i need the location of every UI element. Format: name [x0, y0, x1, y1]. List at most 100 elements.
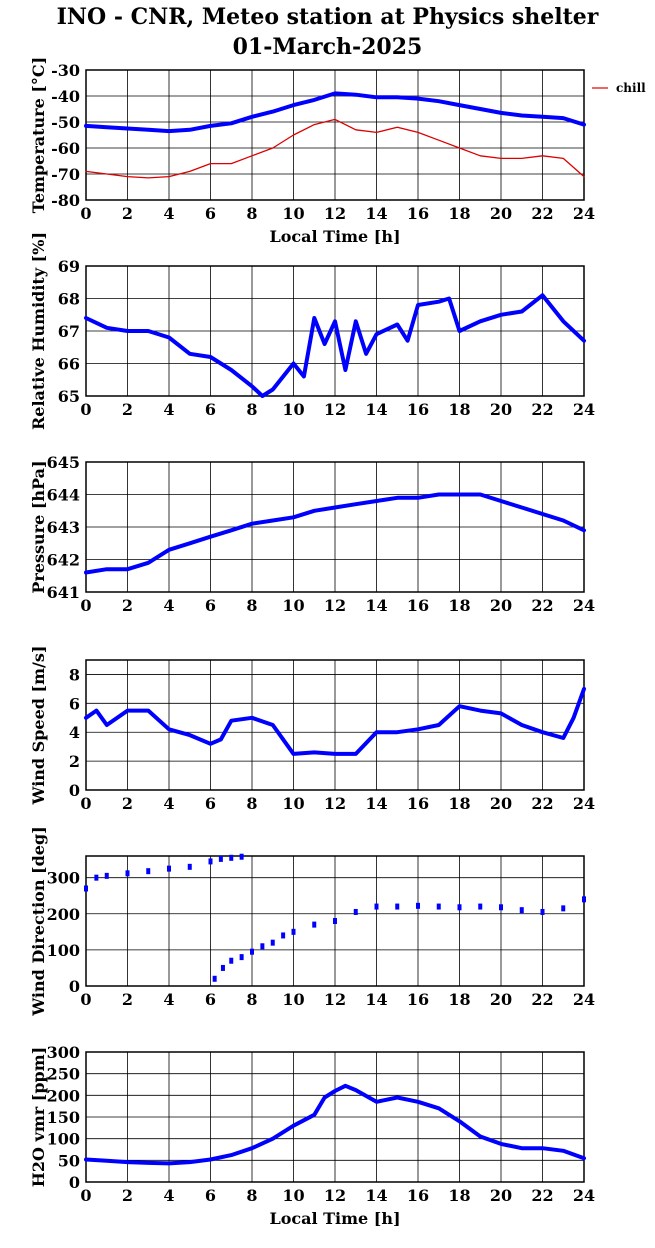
data-point [436, 903, 441, 910]
x-tick-label: 10 [282, 990, 304, 1009]
x-tick-label: 10 [282, 400, 304, 419]
y-tick-label: 50 [58, 1151, 80, 1170]
data-point [260, 943, 265, 950]
y-tick-label: 68 [58, 290, 80, 309]
y-tick-label: -80 [51, 191, 80, 210]
x-tick-label: 4 [163, 204, 174, 223]
x-tick-label: 14 [365, 794, 387, 813]
x-tick-label: 8 [246, 596, 257, 615]
x-tick-label: 16 [407, 990, 429, 1009]
x-tick-label: 16 [407, 204, 429, 223]
x-tick-label: 20 [490, 1186, 512, 1205]
x-tick-label: 18 [448, 1186, 470, 1205]
series-line-0 [84, 686, 586, 756]
x-tick-label: 14 [365, 204, 387, 223]
x-tick-label: 4 [163, 794, 174, 813]
data-point [229, 957, 234, 964]
y-tick-label: -40 [51, 87, 80, 106]
x-tick-label: 22 [531, 400, 553, 419]
data-point [239, 853, 244, 860]
chart-title: INO - CNR, Meteo station at Physics shel… [56, 4, 599, 30]
data-point [582, 896, 586, 903]
x-tick-label: 14 [365, 990, 387, 1009]
y-tick-label: 645 [47, 453, 80, 472]
x-tick-label: 4 [163, 596, 174, 615]
data-point [281, 932, 286, 939]
x-tick-label: 12 [324, 1186, 346, 1205]
x-tick-label: 24 [573, 596, 595, 615]
x-tick-label: 4 [163, 1186, 174, 1205]
y-axis-label: Wind Speed [m/s] [29, 646, 48, 806]
data-point [291, 928, 296, 935]
x-tick-label: 20 [490, 990, 512, 1009]
plot-frame [85, 855, 585, 987]
y-tick-label: 200 [47, 905, 80, 924]
x-tick-label: 18 [448, 596, 470, 615]
data-point [457, 904, 462, 911]
x-tick-label: 10 [282, 596, 304, 615]
y-axis-label: H2O vmr [ppm] [29, 1047, 48, 1187]
plot-frame [85, 659, 585, 791]
x-tick-label: 0 [80, 990, 91, 1009]
data-point [312, 921, 317, 928]
x-tick-label: 2 [122, 204, 133, 223]
x-tick-label: 2 [122, 990, 133, 1009]
x-tick-label: 18 [448, 794, 470, 813]
x-tick-label: 12 [324, 400, 346, 419]
y-tick-label: 65 [58, 387, 80, 406]
x-tick-label: 14 [365, 400, 387, 419]
data-point [208, 858, 213, 865]
x-tick-label: 24 [573, 794, 595, 813]
y-tick-label: 641 [47, 583, 80, 602]
data-point [374, 903, 379, 910]
plot-frame [85, 265, 585, 397]
x-axis-label: Local Time [h] [269, 1209, 400, 1228]
data-point [146, 868, 151, 875]
data-point [561, 905, 566, 912]
x-tick-label: 12 [324, 990, 346, 1009]
y-tick-label: -50 [51, 113, 80, 132]
x-tick-label: 16 [407, 400, 429, 419]
x-tick-label: 22 [531, 204, 553, 223]
y-tick-label: 67 [58, 322, 80, 341]
x-tick-label: 22 [531, 596, 553, 615]
x-tick-label: 20 [490, 400, 512, 419]
series-line-0 [84, 91, 586, 134]
y-tick-label: 2 [69, 752, 80, 771]
y-tick-label: 643 [47, 518, 80, 537]
x-tick-label: 2 [122, 1186, 133, 1205]
x-tick-label: 20 [490, 596, 512, 615]
x-tick-label: 16 [407, 596, 429, 615]
x-tick-label: 6 [205, 794, 216, 813]
chart-date: 01-March-2025 [232, 34, 423, 60]
data-point [540, 908, 545, 915]
data-point [499, 904, 503, 911]
data-point [478, 903, 483, 910]
x-tick-label: 12 [324, 794, 346, 813]
y-axis-label: Pressure [hPa] [29, 460, 48, 593]
y-tick-label: 642 [47, 551, 80, 570]
x-tick-label: 8 [246, 204, 257, 223]
y-tick-label: 4 [69, 723, 80, 742]
y-tick-label: 200 [47, 1086, 80, 1105]
data-point [218, 855, 223, 862]
y-tick-label: 6 [69, 694, 80, 713]
x-tick-label: 22 [531, 1186, 553, 1205]
x-tick-label: 18 [448, 400, 470, 419]
y-tick-label: 0 [69, 1173, 80, 1192]
data-point [333, 918, 337, 924]
x-tick-label: 6 [205, 204, 216, 223]
x-tick-label: 4 [163, 990, 174, 1009]
x-tick-label: 12 [324, 596, 346, 615]
x-tick-label: 24 [573, 400, 595, 419]
panel-1: 0 2 4 6 8 10 12 14 16 18 20 22 246566676869Relative … [29, 232, 595, 430]
x-tick-label: 0 [80, 596, 91, 615]
x-tick-label: 2 [122, 400, 133, 419]
data-point [212, 975, 217, 982]
y-tick-label: 300 [47, 869, 80, 888]
x-tick-label: 22 [531, 794, 553, 813]
x-tick-label: 2 [122, 794, 133, 813]
data-point [187, 863, 192, 870]
